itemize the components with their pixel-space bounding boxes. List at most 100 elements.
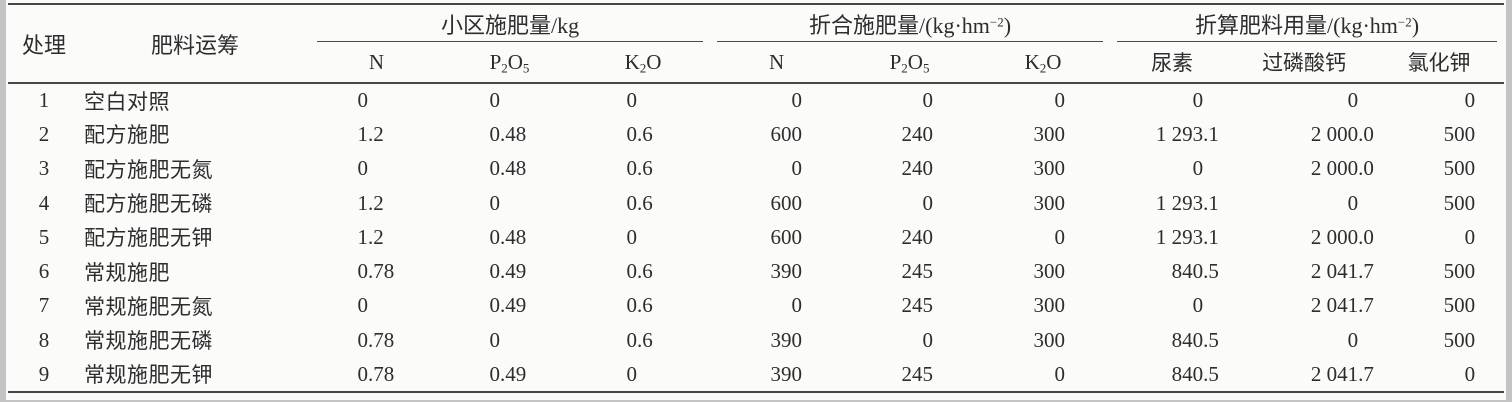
integer-part: 390 bbox=[770, 259, 803, 284]
group-header-converted-fertilizer-rate: 折合施肥量/(kg·hm−2) bbox=[710, 4, 1110, 42]
value-cell: 0 bbox=[710, 152, 843, 186]
integer-part: 2 000 bbox=[1310, 121, 1359, 146]
fraction-part: .49 bbox=[500, 259, 527, 284]
integer-part: 0 bbox=[626, 121, 638, 146]
integer-part: 2 041 bbox=[1310, 361, 1359, 386]
value-cell: 240 bbox=[843, 220, 976, 254]
value-cell: 0.48 bbox=[443, 220, 576, 254]
integer-part: 300 bbox=[1033, 293, 1066, 318]
fraction-part: .48 bbox=[500, 121, 527, 146]
value-cell: 0 bbox=[710, 83, 843, 117]
integer-part: 245 bbox=[901, 361, 934, 386]
value-cell: 0 bbox=[710, 289, 843, 323]
integer-part: 0 bbox=[791, 156, 803, 181]
value-cell: 2 041.7 bbox=[1234, 254, 1374, 288]
value-cell: 0.48 bbox=[443, 117, 576, 151]
value-cell: 1 293.1 bbox=[1110, 220, 1234, 254]
integer-part: 0 bbox=[791, 293, 803, 318]
value-cell: 600 bbox=[710, 220, 843, 254]
integer-part: 2 000 bbox=[1310, 156, 1359, 181]
value-cell: 1.2 bbox=[310, 220, 443, 254]
value-cell: 0.49 bbox=[443, 254, 576, 288]
value-cell: 500 bbox=[1374, 117, 1504, 151]
integer-part: 0 bbox=[357, 259, 369, 284]
value-cell: 0 bbox=[1234, 323, 1374, 357]
value-cell: 1 293.1 bbox=[1110, 186, 1234, 220]
integer-part: 0 bbox=[1347, 327, 1359, 352]
fraction-part: .2 bbox=[368, 224, 384, 249]
integer-part: 0 bbox=[626, 224, 638, 249]
value-cell: 390 bbox=[710, 357, 843, 391]
col-header-superphosphate: 过磷酸钙 bbox=[1234, 42, 1375, 84]
value-cell: 0 bbox=[443, 186, 576, 220]
value-cell: 300 bbox=[976, 186, 1110, 220]
integer-part: 500 bbox=[1443, 327, 1476, 352]
table-row: 9 常规施肥无钾 0.78 0.49 0 390 245 0 840.5 2 041.7 0 bbox=[8, 357, 1504, 391]
value-cell: 2 041.7 bbox=[1234, 289, 1374, 323]
integer-part: 0 bbox=[626, 259, 638, 284]
value-cell: 0.6 bbox=[576, 186, 710, 220]
integer-part: 0 bbox=[922, 190, 934, 215]
fraction-part: .49 bbox=[500, 293, 527, 318]
integer-part: 840 bbox=[1171, 327, 1204, 352]
integer-part: 1 293 bbox=[1155, 224, 1204, 249]
integer-part: 500 bbox=[1443, 156, 1476, 181]
integer-part: 1 bbox=[357, 190, 369, 215]
integer-part: 0 bbox=[626, 293, 638, 318]
value-cell: 0 bbox=[1234, 83, 1374, 117]
integer-part: 0 bbox=[626, 361, 638, 386]
regime-cell: 配方施肥无钾 bbox=[84, 226, 213, 251]
value-cell: 1.2 bbox=[310, 186, 443, 220]
fraction-part: .0 bbox=[1358, 224, 1374, 249]
fraction-part: .2 bbox=[368, 121, 384, 146]
value-cell: 0.49 bbox=[443, 357, 576, 391]
regime-cell: 常规施肥无磷 bbox=[84, 329, 213, 354]
value-cell: 0 bbox=[843, 186, 976, 220]
integer-part: 245 bbox=[901, 293, 934, 318]
value-cell: 300 bbox=[976, 289, 1110, 323]
treatment-number-cell: 6 bbox=[38, 259, 50, 284]
integer-part: 390 bbox=[770, 361, 803, 386]
col-header-treatment: 处理 bbox=[8, 4, 80, 84]
regime-cell: 常规施肥 bbox=[84, 260, 170, 285]
integer-part: 500 bbox=[1443, 190, 1476, 215]
value-cell: 0.6 bbox=[576, 117, 710, 151]
fraction-part: .6 bbox=[637, 259, 653, 284]
fraction-part: .7 bbox=[1358, 259, 1374, 284]
fraction-part: .78 bbox=[368, 327, 395, 352]
value-cell: 0.6 bbox=[576, 289, 710, 323]
fraction-part: .49 bbox=[500, 361, 527, 386]
integer-part: 0 bbox=[489, 121, 501, 146]
value-cell: 0 bbox=[576, 83, 710, 117]
value-cell: 0 bbox=[976, 83, 1110, 117]
integer-part: 0 bbox=[357, 293, 369, 318]
integer-part: 0 bbox=[1347, 88, 1359, 113]
integer-part: 0 bbox=[1192, 156, 1204, 181]
col-header-plot-k2o: K2O bbox=[576, 42, 711, 84]
integer-part: 0 bbox=[489, 361, 501, 386]
value-cell: 300 bbox=[976, 323, 1110, 357]
integer-part: 0 bbox=[357, 361, 369, 386]
value-cell: 0 bbox=[1110, 83, 1234, 117]
treatment-number-cell: 7 bbox=[38, 293, 50, 318]
fraction-part: .7 bbox=[1358, 361, 1374, 386]
value-cell: 245 bbox=[843, 289, 976, 323]
regime-cell: 配方施肥无磷 bbox=[84, 192, 213, 217]
col-header-urea: 尿素 bbox=[1110, 42, 1235, 84]
integer-part: 2 041 bbox=[1310, 259, 1359, 284]
value-cell: 2 000.0 bbox=[1234, 152, 1374, 186]
fraction-part: .48 bbox=[500, 224, 527, 249]
value-cell: 0.78 bbox=[310, 323, 443, 357]
integer-part: 0 bbox=[1054, 361, 1066, 386]
integer-part: 1 293 bbox=[1155, 121, 1204, 146]
integer-part: 0 bbox=[1464, 224, 1476, 249]
value-cell: 245 bbox=[843, 357, 976, 391]
integer-part: 0 bbox=[791, 88, 803, 113]
regime-cell: 空白对照 bbox=[84, 89, 170, 114]
integer-part: 2 041 bbox=[1310, 293, 1359, 318]
group-header-converted-fertilizer-usage: 折算肥料用量/(kg·hm−2) bbox=[1110, 4, 1504, 42]
value-cell: 300 bbox=[976, 152, 1110, 186]
integer-part: 390 bbox=[770, 327, 803, 352]
fraction-part: .1 bbox=[1203, 121, 1219, 146]
value-cell: 0 bbox=[443, 83, 576, 117]
